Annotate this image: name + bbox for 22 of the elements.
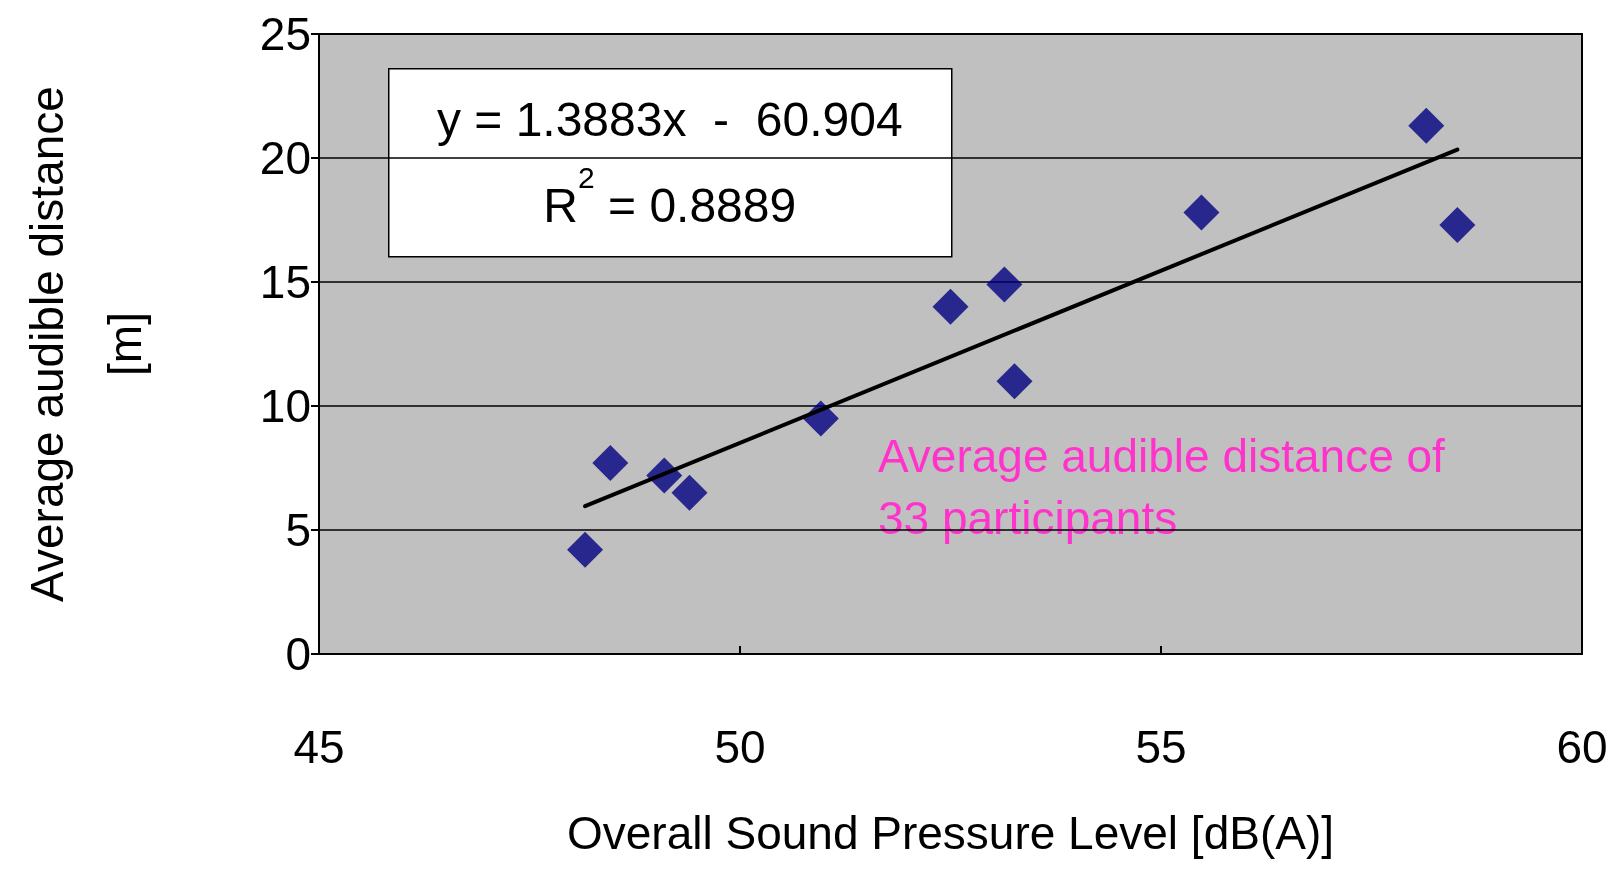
- point: [932, 288, 969, 325]
- annotation: y = 1.3883x - 60.904: [436, 93, 903, 147]
- point: [671, 474, 708, 511]
- point: [1183, 194, 1220, 231]
- x-tick-label: 50: [714, 721, 766, 773]
- point: [986, 266, 1023, 303]
- x-axis-title: Overall Sound Pressure Level [dB(A)]: [566, 807, 1335, 859]
- y-tick-label: 25: [259, 8, 311, 60]
- y-tick-label: 10: [259, 380, 311, 432]
- x-tick-label: 45: [293, 721, 345, 773]
- y-tick-label: 5: [285, 504, 311, 556]
- x-tick-label: 60: [1556, 721, 1608, 773]
- x-tick-label: 55: [1135, 721, 1187, 773]
- point: [1439, 206, 1476, 243]
- y-tick-label: 20: [259, 132, 311, 184]
- point: [592, 445, 629, 482]
- point: [996, 363, 1033, 400]
- y-axis-title: Average audible distance [m]: [21, 86, 151, 602]
- y-tick-label: 0: [285, 628, 311, 680]
- point: [567, 531, 604, 568]
- point: [1408, 107, 1445, 144]
- y-tick-label: 15: [259, 256, 311, 308]
